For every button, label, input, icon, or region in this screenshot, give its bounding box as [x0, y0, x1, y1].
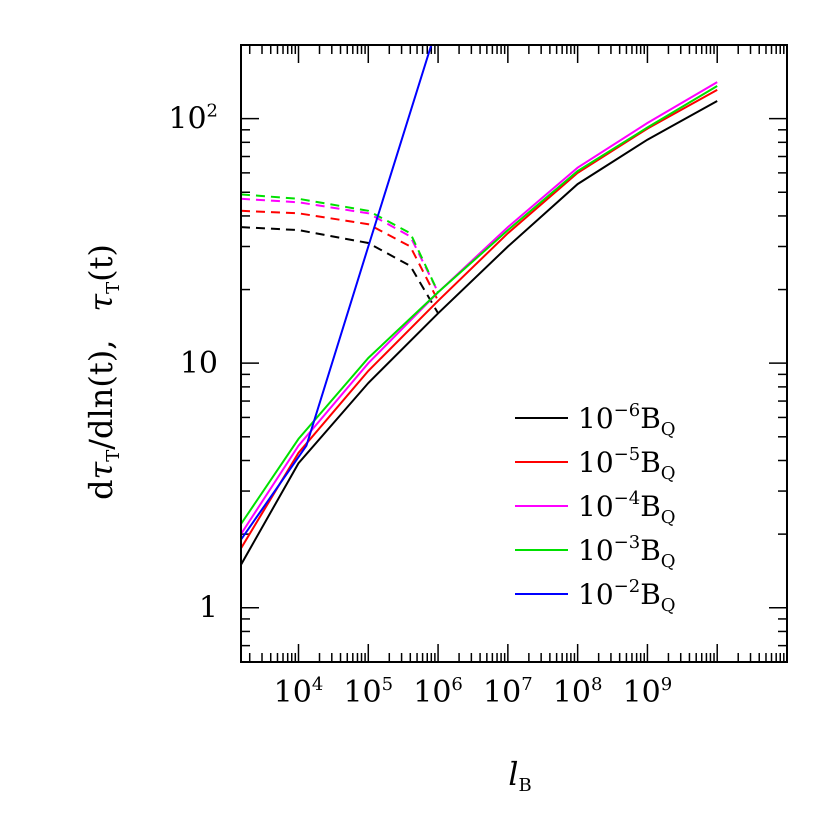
legend-label-1: 10−5BQ	[578, 444, 676, 484]
series-dashed-line-1	[241, 209, 439, 302]
x-tick-label: 106	[413, 674, 463, 710]
series-dashed-line-3	[241, 193, 440, 293]
series-line-4	[241, 45, 433, 541]
x-tick-label: 105	[343, 674, 393, 710]
legend-label-2: 10−4BQ	[578, 488, 676, 528]
legend-label-3: 10−3BQ	[578, 532, 676, 572]
y-tick-label: 1	[199, 591, 218, 626]
tick-marks	[241, 44, 787, 663]
x-axis-title: lB	[508, 755, 531, 796]
y-tick-label: 10	[180, 346, 218, 381]
legend-label-0: 10−6BQ	[578, 400, 676, 440]
series-line-0	[241, 100, 718, 566]
x-tick-label: 108	[553, 674, 603, 710]
series-line-3	[241, 85, 718, 525]
series-lines	[241, 45, 718, 566]
x-tick-label: 109	[623, 674, 673, 710]
series-line-1	[241, 89, 718, 549]
y-axis-title: dτT/dln(t),τT(t)	[82, 244, 124, 500]
plot-frame	[240, 44, 788, 663]
legend-label-4: 10−2BQ	[578, 576, 676, 616]
x-tick-label: 104	[274, 674, 324, 710]
series-dashed-line-0	[241, 226, 439, 314]
y-tick-label: 102	[168, 101, 218, 137]
x-tick-label: 107	[483, 674, 533, 710]
